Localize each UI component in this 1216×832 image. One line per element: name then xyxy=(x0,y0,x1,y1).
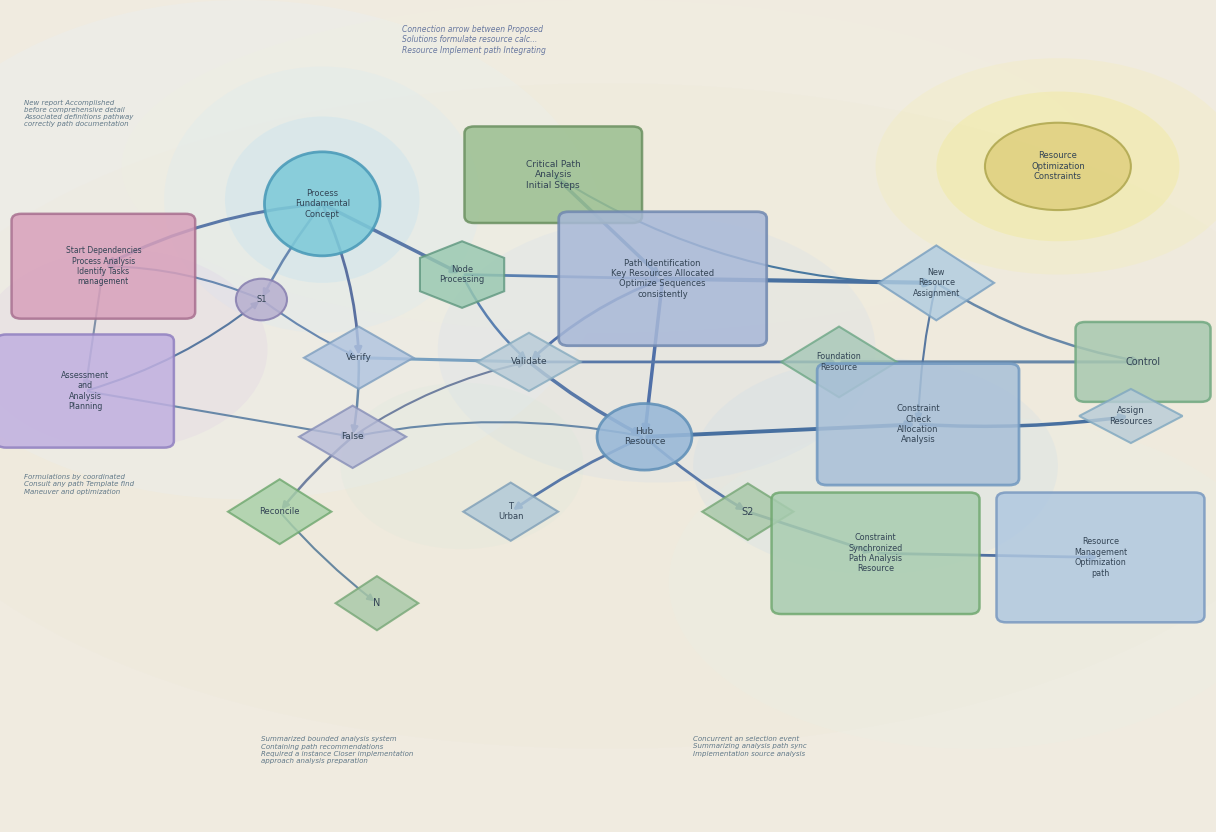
Text: Reconcile: Reconcile xyxy=(259,508,300,516)
Ellipse shape xyxy=(0,250,268,449)
Text: S2: S2 xyxy=(742,507,754,517)
Text: Start Dependencies
Process Analysis
Identify Tasks
management: Start Dependencies Process Analysis Iden… xyxy=(66,246,141,286)
FancyBboxPatch shape xyxy=(997,493,1204,622)
Ellipse shape xyxy=(0,0,608,499)
FancyBboxPatch shape xyxy=(1075,322,1210,402)
Text: Critical Path
Analysis
Initial Steps: Critical Path Analysis Initial Steps xyxy=(525,160,581,190)
Text: Resource
Management
Optimization
path: Resource Management Optimization path xyxy=(1074,537,1127,577)
Ellipse shape xyxy=(225,116,420,283)
FancyBboxPatch shape xyxy=(817,364,1019,485)
Polygon shape xyxy=(299,406,406,468)
Text: T
Urban: T Urban xyxy=(499,502,523,522)
Ellipse shape xyxy=(236,279,287,320)
Ellipse shape xyxy=(936,92,1180,241)
FancyBboxPatch shape xyxy=(465,126,642,223)
FancyBboxPatch shape xyxy=(12,214,196,319)
Text: Verify: Verify xyxy=(345,354,372,362)
Text: Path Identification
Key Resources Allocated
Optimize Sequences
consistently: Path Identification Key Resources Alloca… xyxy=(612,259,714,299)
Polygon shape xyxy=(477,333,581,391)
Text: Resource
Optimization
Constraints: Resource Optimization Constraints xyxy=(1031,151,1085,181)
Ellipse shape xyxy=(669,416,1216,749)
Polygon shape xyxy=(336,576,418,631)
Ellipse shape xyxy=(164,67,480,333)
Text: Constraint
Synchronized
Path Analysis
Resource: Constraint Synchronized Path Analysis Re… xyxy=(849,533,902,573)
Text: Assign
Resources: Assign Resources xyxy=(1109,406,1153,426)
Polygon shape xyxy=(463,483,558,541)
Text: Process
Fundamental
Concept: Process Fundamental Concept xyxy=(294,189,350,219)
Polygon shape xyxy=(703,483,793,540)
Text: Hub
Resource: Hub Resource xyxy=(624,427,665,447)
Text: Formulations by coordinated
Consult any path Template find
Maneuver and optimiza: Formulations by coordinated Consult any … xyxy=(24,474,135,494)
Text: Connection arrow between Proposed
Solutions formulate resource calc...
Resource : Connection arrow between Proposed Soluti… xyxy=(402,25,546,55)
Polygon shape xyxy=(304,327,413,389)
Polygon shape xyxy=(1080,389,1182,443)
Text: Control: Control xyxy=(1126,357,1160,367)
FancyBboxPatch shape xyxy=(771,493,979,614)
Ellipse shape xyxy=(0,83,1216,749)
Ellipse shape xyxy=(693,358,1058,574)
Polygon shape xyxy=(878,245,995,320)
Polygon shape xyxy=(420,241,505,308)
Text: New
Resource
Assignment: New Resource Assignment xyxy=(913,268,959,298)
Text: S1: S1 xyxy=(257,295,266,304)
Text: Node
Processing: Node Processing xyxy=(439,265,485,285)
Text: Validate: Validate xyxy=(511,358,547,366)
Text: New report Accomplished
before comprehensive detail
Associated definitions pathw: New report Accomplished before comprehen… xyxy=(24,100,134,127)
Ellipse shape xyxy=(597,404,692,470)
Ellipse shape xyxy=(438,216,876,483)
Text: N: N xyxy=(373,598,381,608)
Ellipse shape xyxy=(985,122,1131,210)
Text: Foundation
Resource: Foundation Resource xyxy=(817,352,861,372)
Polygon shape xyxy=(781,327,896,398)
FancyBboxPatch shape xyxy=(0,334,174,448)
Text: Assessment
and
Analysis
Planning: Assessment and Analysis Planning xyxy=(61,371,109,411)
Ellipse shape xyxy=(340,383,584,549)
Polygon shape xyxy=(229,479,331,544)
Ellipse shape xyxy=(265,151,379,256)
FancyBboxPatch shape xyxy=(559,211,767,346)
Text: Concurrent an selection event
Summarizing analysis path sync
Implementation sour: Concurrent an selection event Summarizin… xyxy=(693,736,807,756)
Text: Summarized bounded analysis system
Containing path recommendations
Required a in: Summarized bounded analysis system Conta… xyxy=(261,736,413,764)
Ellipse shape xyxy=(876,58,1216,275)
Text: False: False xyxy=(342,433,364,441)
Ellipse shape xyxy=(122,0,1094,333)
Text: Constraint
Check
Allocation
Analysis: Constraint Check Allocation Analysis xyxy=(896,404,940,444)
